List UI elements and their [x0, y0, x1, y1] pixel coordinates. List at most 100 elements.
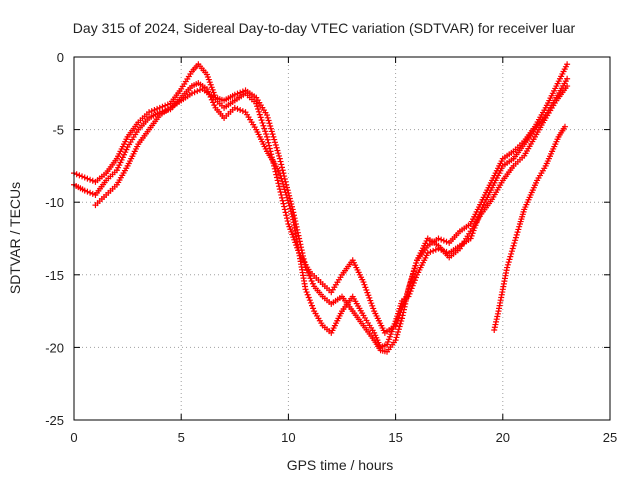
interpolated-markers — [522, 128, 537, 146]
interpolated-markers — [426, 236, 440, 248]
series-track-3 — [92, 83, 571, 336]
interpolated-markers — [180, 91, 193, 103]
data-point — [253, 100, 260, 107]
interpolated-markers — [517, 208, 527, 225]
data-point — [81, 174, 88, 181]
interpolated-markers — [191, 81, 200, 89]
interpolated-markers — [148, 110, 161, 120]
interpolated-markers — [212, 96, 225, 109]
data-point — [360, 279, 367, 286]
interpolated-markers — [137, 111, 150, 124]
data-point — [510, 242, 517, 249]
interpolated-markers — [233, 91, 247, 103]
interpolated-markers — [93, 179, 108, 196]
interpolated-markers — [361, 314, 376, 334]
interpolated-markers — [147, 114, 162, 131]
interpolated-markers — [415, 237, 430, 261]
interpolated-markers — [254, 103, 270, 138]
data-point — [403, 293, 410, 300]
data-point — [270, 133, 277, 140]
interpolated-markers — [234, 105, 246, 115]
interpolated-markers — [275, 180, 291, 225]
data-point — [146, 109, 153, 116]
interpolated-markers — [372, 310, 387, 334]
interpolated-markers — [169, 99, 183, 110]
data-point — [435, 235, 442, 242]
interpolated-markers — [490, 165, 505, 189]
interpolated-markers — [73, 171, 86, 180]
interpolated-markers — [351, 295, 366, 317]
data-point — [285, 220, 292, 227]
interpolated-markers — [350, 259, 366, 283]
interpolated-markers — [105, 169, 118, 182]
interpolated-markers — [204, 74, 218, 99]
data-point — [424, 250, 431, 257]
interpolated-markers — [214, 95, 225, 103]
interpolated-markers — [511, 223, 523, 247]
interpolated-markers — [312, 285, 324, 298]
interpolated-markers — [372, 332, 383, 348]
interpolated-markers — [223, 99, 236, 110]
interpolated-markers — [319, 281, 333, 294]
interpolated-markers — [544, 100, 558, 119]
interpolated-markers — [214, 106, 226, 119]
series-track-4 — [491, 123, 568, 333]
interpolated-markers — [277, 172, 289, 196]
plot-frame — [73, 56, 611, 421]
interpolated-markers — [254, 129, 269, 152]
interpolated-markers — [427, 246, 439, 255]
interpolated-markers — [264, 136, 280, 181]
interpolated-markers — [522, 136, 537, 157]
interpolated-markers — [554, 78, 569, 99]
interpolated-markers — [126, 121, 140, 138]
data-point — [564, 83, 571, 90]
x-axis-tick-labels: 0 5 10 15 20 25 — [70, 430, 617, 445]
data-point — [561, 123, 568, 130]
interpolated-markers — [179, 84, 194, 99]
interpolated-markers — [303, 267, 316, 287]
data-point — [564, 61, 571, 68]
data-point — [276, 155, 283, 162]
y-tick-label: -20 — [45, 340, 64, 355]
interpolated-markers — [535, 165, 548, 181]
data-point — [491, 326, 498, 333]
interpolated-markers — [393, 300, 405, 322]
interpolated-markers — [115, 136, 130, 160]
interpolated-markers — [312, 310, 325, 327]
interpolated-markers — [244, 88, 258, 100]
y-tick-label: -10 — [45, 195, 64, 210]
interpolated-markers — [321, 324, 333, 335]
data-point — [263, 133, 270, 140]
data-point — [231, 91, 238, 98]
data-point — [392, 322, 399, 329]
interpolated-markers — [244, 111, 258, 131]
interpolated-markers — [254, 97, 269, 116]
interpolated-markers — [94, 193, 108, 207]
data-point — [81, 187, 88, 194]
y-tick-label: -15 — [45, 268, 64, 283]
interpolated-markers — [321, 295, 333, 306]
interpolated-markers — [469, 213, 483, 232]
y-tick-label: -5 — [52, 123, 64, 138]
interpolated-markers — [169, 88, 183, 105]
interpolated-markers — [379, 342, 388, 350]
data-point — [283, 191, 290, 198]
interpolated-markers — [191, 87, 203, 96]
interpolated-markers — [372, 339, 383, 352]
interpolated-markers — [479, 187, 494, 211]
interpolated-markers — [512, 154, 526, 167]
interpolated-markers — [223, 92, 236, 103]
data-point — [302, 286, 309, 293]
data-point — [392, 337, 399, 344]
interpolated-markers — [201, 87, 215, 99]
interpolated-markers — [438, 236, 450, 245]
interpolated-markers — [351, 310, 365, 327]
axis-ticks — [73, 56, 611, 421]
interpolated-markers — [458, 230, 473, 250]
interpolated-markers — [84, 188, 96, 197]
interpolated-markers — [179, 71, 194, 90]
interpolated-markers — [490, 158, 505, 181]
chart-title: Day 315 of 2024, Sidereal Day-to-day VTE… — [73, 20, 576, 36]
y-tick-label: 0 — [57, 50, 64, 65]
